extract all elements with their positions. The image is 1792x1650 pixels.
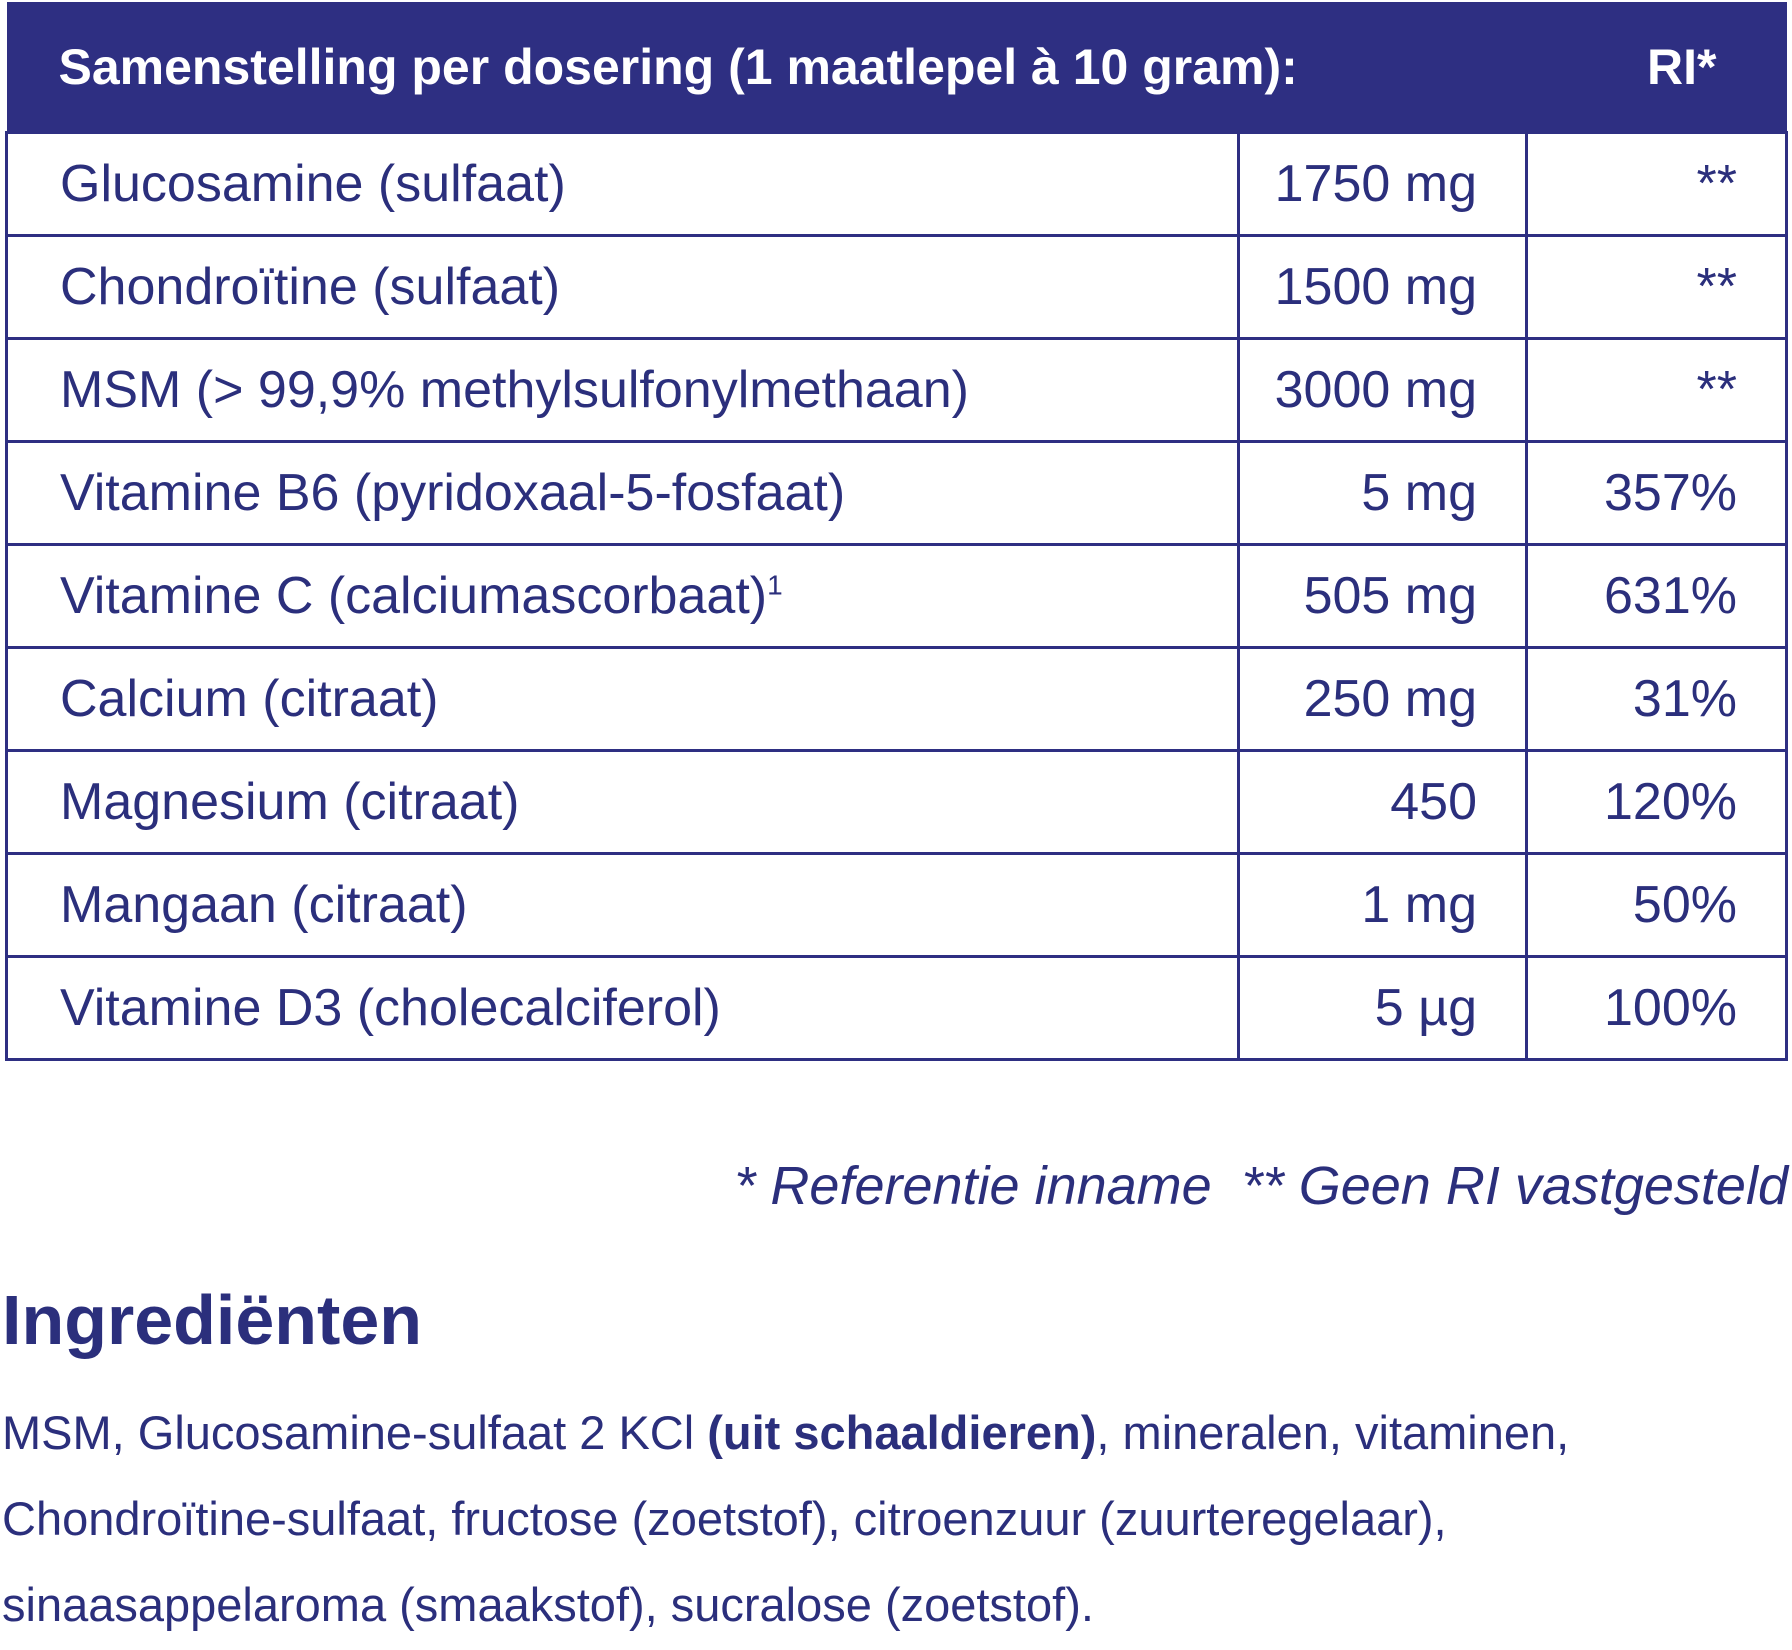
table-row: Calcium (citraat) 250 mg 31% <box>5 646 1788 752</box>
ri-cell: 100% <box>1525 955 1788 1061</box>
table-row: Magnesium (citraat) 450 120% <box>5 749 1788 855</box>
ri-cell: 631% <box>1525 543 1788 649</box>
text: , mineralen, vitaminen, Chondroïtine-sul… <box>2 1406 1570 1631</box>
footnote-ref: 1 <box>767 569 783 601</box>
nutrient-name: Vitamine B6 (pyridoxaal-5-fosfaat) <box>60 464 846 522</box>
amount-cell: 5 µg <box>1236 955 1529 1061</box>
name-cell: Chondroïtine (sulfaat) <box>5 234 1240 340</box>
table-row: MSM (> 99,9% methylsulfonylmethaan) 3000 … <box>5 337 1788 443</box>
footnote: * Referentie inname ** Geen RI vastgeste… <box>734 1156 1788 1216</box>
nutrient-name: Mangaan (citraat) <box>60 876 468 934</box>
name-cell: MSM (> 99,9% methylsulfonylmethaan) <box>5 337 1240 443</box>
table-row: Vitamine C (calciumascorbaat)1 505 mg 631% <box>5 543 1788 649</box>
amount-cell: 250 mg <box>1236 646 1529 752</box>
nutrient-name: Calcium (citraat) <box>60 670 439 728</box>
name-cell: Calcium (citraat) <box>5 646 1240 752</box>
nutrient-name: Chondroïtine (sulfaat) <box>60 258 561 316</box>
name-cell: Vitamine B6 (pyridoxaal-5-fosfaat) <box>5 440 1240 546</box>
name-cell: Vitamine D3 (cholecalciferol) <box>5 955 1240 1061</box>
amount-cell: 5 mg <box>1236 440 1529 546</box>
text: MSM, Glucosamine-sulfaat 2 KCl <box>2 1406 708 1459</box>
table-row: Glucosamine (sulfaat) 1750 mg ** <box>5 131 1788 237</box>
allergen: (uit schaaldieren) <box>707 1406 1097 1459</box>
ri-cell: 50% <box>1525 852 1788 958</box>
amount-cell: 505 mg <box>1236 543 1529 649</box>
name-cell: Glucosamine (sulfaat) <box>5 131 1240 237</box>
ingredients-text: MSM, Glucosamine-sulfaat 2 KCl (uit scha… <box>2 1390 1782 1648</box>
name-cell: Mangaan (citraat) <box>5 852 1240 958</box>
table-row: Mangaan (citraat) 1 mg 50% <box>5 852 1788 958</box>
nutrient-name: Glucosamine (sulfaat) <box>60 155 566 213</box>
amount-cell: 450 <box>1236 749 1529 855</box>
table-row: Vitamine B6 (pyridoxaal-5-fosfaat) 5 mg 35… <box>5 440 1788 546</box>
header-cell: RI* <box>1526 2 1787 133</box>
nutrient-name: Magnesium (citraat) <box>60 773 520 831</box>
ri-cell: 357% <box>1525 440 1788 546</box>
nutrient-name: Vitamine D3 (cholecalciferol) <box>60 979 721 1037</box>
ri-cell: ** <box>1525 337 1788 443</box>
ri-cell: 31% <box>1525 646 1788 752</box>
ri-cell: ** <box>1525 131 1788 237</box>
nutrient-name: Vitamine C (calciumascorbaat) <box>60 567 768 625</box>
table-row: Chondroïtine (sulfaat) 1500 mg ** <box>5 234 1788 340</box>
amount-cell: 1500 mg <box>1236 234 1529 340</box>
section-title: Ingrediënten <box>2 1281 423 1359</box>
amount-cell: 3000 mg <box>1236 337 1529 443</box>
header-cell: Samenstelling per dosering (1 maatlepel … <box>6 2 1527 133</box>
ri-cell: ** <box>1525 234 1788 340</box>
table-body: Glucosamine (sulfaat) 1750 mg ** Chondroïti… <box>5 131 1788 1061</box>
header-row: Samenstelling per dosering (1 maatlepel … <box>6 2 1787 133</box>
amount-cell: 1750 mg <box>1236 131 1529 237</box>
composition-table: Samenstelling per dosering (1 maatlepel … <box>5 2 1788 1061</box>
amount-cell: 1 mg <box>1236 852 1529 958</box>
table-row: Vitamine D3 (cholecalciferol) 5 µg 100% <box>5 955 1788 1061</box>
name-cell: Magnesium (citraat) <box>5 749 1240 855</box>
ri-cell: 120% <box>1525 749 1788 855</box>
name-cell: Vitamine C (calciumascorbaat)1 <box>5 543 1240 649</box>
nutrient-name: MSM (> 99,9% methylsulfonylmethaan) <box>60 361 969 419</box>
